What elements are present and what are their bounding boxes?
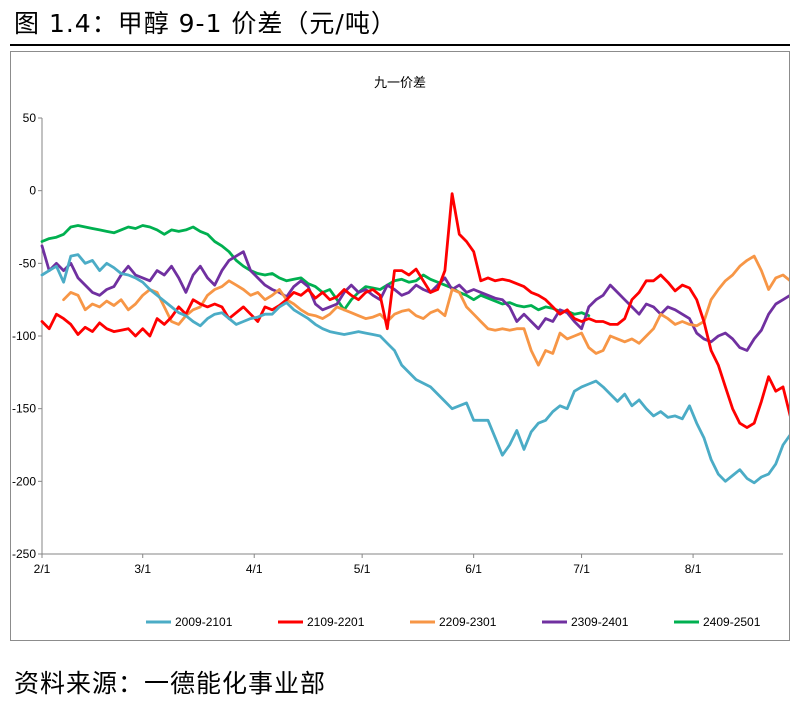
x-tick-label: 8/1 [685, 562, 702, 576]
y-tick-label: -50 [19, 256, 37, 270]
y-tick-label: 0 [29, 184, 36, 198]
legend-label: 2109-2201 [307, 615, 365, 629]
x-tick-label: 4/1 [246, 562, 263, 576]
legend-label: 2209-2301 [439, 615, 497, 629]
series-line-2209-2301 [62, 254, 789, 367]
series-line-2309-2401 [40, 244, 789, 352]
y-tick-label: -250 [12, 547, 36, 561]
series-line-2009-2101 [40, 253, 789, 485]
legend-label: 2009-2101 [175, 615, 233, 629]
legend-label: 2309-2401 [571, 615, 629, 629]
x-tick-label: 5/1 [354, 562, 371, 576]
y-tick-label: 50 [23, 111, 37, 125]
series-line-2109-2201 [40, 192, 789, 429]
chart-frame: 九一价差 50 0 -50 -100 -150 -200 -250 2/1 3/1 4/1 5/1 6… [10, 51, 790, 641]
series-lines [40, 192, 789, 485]
y-tick-label: -200 [12, 474, 36, 488]
x-tick-label: 7/1 [573, 562, 590, 576]
chart-title: 九一价差 [374, 76, 426, 91]
series-line-2409-2501 [40, 224, 591, 318]
x-tick-label: 6/1 [465, 562, 482, 576]
y-tick-label: -150 [12, 402, 36, 416]
x-tick-label: 3/1 [134, 562, 151, 576]
figure-title: 图 1.4：甲醇 9-1 价差（元/吨） [14, 9, 397, 38]
x-tick-label: 2/1 [34, 562, 51, 576]
y-tick-label: -100 [12, 329, 36, 343]
title-rule [10, 44, 790, 46]
legend: 2009-2101 2109-2201 2209-2301 2309-2401 2409… [146, 615, 761, 629]
legend-label: 2409-2501 [703, 615, 761, 629]
source-note: 资料来源：一德能化事业部 [14, 669, 327, 698]
